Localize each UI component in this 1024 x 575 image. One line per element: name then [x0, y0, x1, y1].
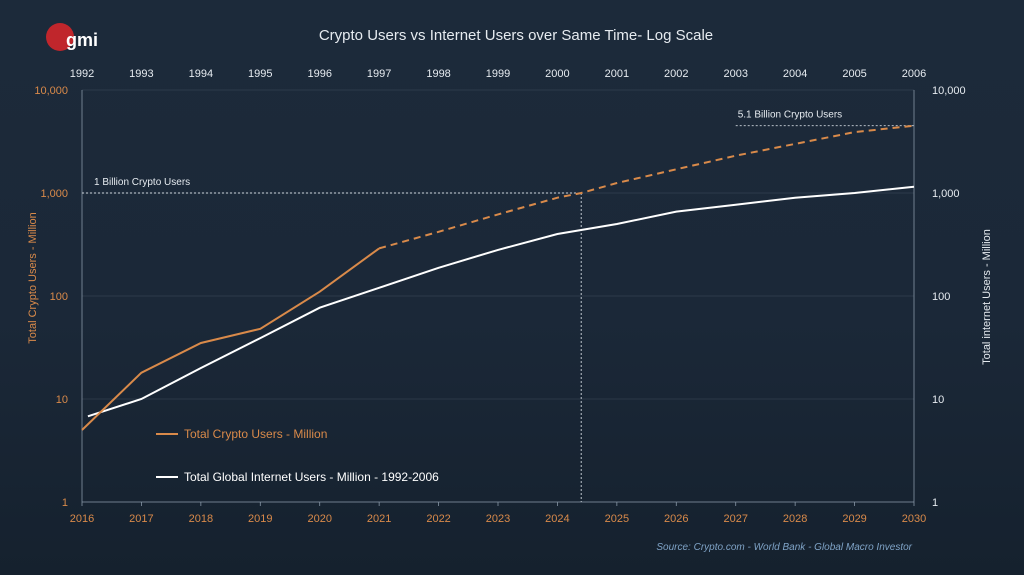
axes-layer: 1 1 10 10 100 100 1,000 1,000 10,000 10,000 2016 19…	[34, 68, 965, 525]
legend-label-crypto: Total Crypto Users - Million	[184, 427, 327, 441]
x-tick-bottom-14: 2030	[902, 513, 926, 525]
series-line-crypto	[81, 247, 380, 431]
y-tick-right-2: 100	[932, 291, 950, 303]
x-tick-bottom-4: 2020	[307, 513, 331, 525]
x-tick-top-2: 1994	[189, 68, 213, 80]
x-tick-top-12: 2004	[783, 68, 807, 80]
y-tick-left-2: 100	[50, 291, 68, 303]
x-tick-top-4: 1996	[307, 68, 331, 80]
x-tick-bottom-11: 2027	[723, 513, 747, 525]
x-tick-bottom-5: 2021	[367, 513, 391, 525]
y-tick-right-0: 1	[932, 497, 938, 509]
y-tick-left-0: 1	[62, 497, 68, 509]
x-tick-bottom-13: 2029	[842, 513, 866, 525]
series-layer	[81, 124, 915, 431]
x-tick-top-10: 2002	[664, 68, 688, 80]
x-tick-bottom-1: 2017	[129, 513, 153, 525]
x-tick-bottom-2: 2018	[189, 513, 213, 525]
y-tick-right-3: 1,000	[932, 188, 960, 200]
x-tick-top-8: 2000	[545, 68, 569, 80]
annotation-layer: 1 Billion Crypto Users 5.1 Billion Crypto…	[82, 110, 914, 502]
x-tick-top-3: 1995	[248, 68, 272, 80]
annotation-label-1: 5.1 Billion Crypto Users	[738, 110, 842, 121]
logo-circle-icon	[46, 23, 74, 51]
y-tick-right-1: 10	[932, 394, 944, 406]
x-tick-top-1: 1993	[129, 68, 153, 80]
y-axis-label-right: Total internet Users - Million	[981, 229, 993, 365]
series-line-crypto-projection	[378, 124, 915, 250]
gmi-logo: gmi	[46, 23, 98, 51]
x-tick-top-7: 1999	[486, 68, 510, 80]
y-tick-left-3: 1,000	[40, 188, 68, 200]
y-tick-left-4: 10,000	[34, 85, 68, 97]
x-tick-bottom-8: 2024	[545, 513, 569, 525]
x-tick-top-11: 2003	[723, 68, 747, 80]
x-tick-bottom-9: 2025	[605, 513, 629, 525]
series-line-internet	[87, 185, 915, 418]
x-tick-bottom-0: 2016	[70, 513, 94, 525]
x-tick-top-6: 1998	[426, 68, 450, 80]
y-tick-left-1: 10	[56, 394, 68, 406]
annotation-label-0: 1 Billion Crypto Users	[94, 177, 190, 188]
y-tick-right-4: 10,000	[932, 85, 966, 97]
x-tick-top-14: 2006	[902, 68, 926, 80]
source-note: Source: Crypto.com - World Bank - Global…	[656, 542, 912, 553]
x-tick-bottom-3: 2019	[248, 513, 272, 525]
x-tick-bottom-10: 2026	[664, 513, 688, 525]
x-tick-top-5: 1997	[367, 68, 391, 80]
logo-text: gmi	[66, 30, 98, 50]
legend-label-internet: Total Global Internet Users - Million - …	[184, 470, 439, 484]
x-tick-bottom-6: 2022	[426, 513, 450, 525]
chart-title: Crypto Users vs Internet Users over Same…	[319, 27, 713, 44]
y-axis-label-left: Total Crypto Users - Million	[27, 212, 39, 343]
x-tick-bottom-7: 2023	[486, 513, 510, 525]
x-tick-bottom-12: 2028	[783, 513, 807, 525]
x-tick-top-9: 2001	[605, 68, 629, 80]
x-tick-top-0: 1992	[70, 68, 94, 80]
legend: Total Crypto Users - Million Total Globa…	[156, 427, 439, 484]
x-tick-top-13: 2005	[842, 68, 866, 80]
